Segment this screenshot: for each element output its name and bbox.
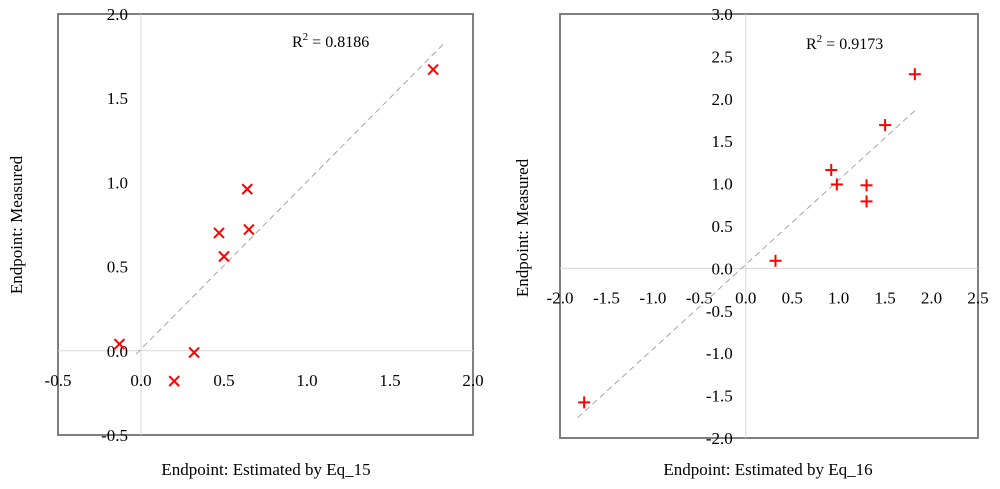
x-tick-label: 1.5 [379, 371, 400, 390]
data-point [860, 179, 873, 192]
x-axis-label-left: Endpoint: Estimated by Eq_15 [161, 460, 370, 479]
r2-annotation-right: R2 = 0.9173 [806, 33, 883, 53]
y-tick-label: -0.5 [101, 426, 128, 445]
data-point [578, 396, 591, 409]
data-point [188, 346, 200, 359]
x-tick-label: 1.5 [874, 288, 895, 307]
x-tick-label: -0.5 [45, 371, 72, 390]
y-tick-label: 1.0 [712, 175, 733, 194]
data-point [825, 164, 838, 177]
y-tick-label: 1.0 [107, 173, 128, 192]
x-tick-label: 0.0 [735, 288, 756, 307]
chart-eq15: -0.5 0.0 0.5 1.0 1.5 2.0 -0.5 0.0 0.5 1.0 1.5 2.0 R… [7, 5, 484, 479]
trendline-right [577, 108, 918, 419]
y-tick-label: 3.0 [712, 5, 733, 24]
y-tick-label: 2.5 [712, 47, 733, 66]
data-point [113, 338, 126, 350]
y-tick-label: 1.5 [107, 89, 128, 108]
y-tick-label: 0.0 [712, 259, 733, 278]
data-point [168, 375, 180, 387]
x-tick-label: 1.0 [828, 288, 849, 307]
data-point [879, 119, 892, 132]
y-tick-label: 2.0 [107, 5, 128, 24]
chart-eq16: -2.0 -1.5 -1.0 -0.5 0.0 0.5 1.0 1.5 2.0 2.5-2.0-1… [513, 5, 989, 479]
y-tick-label: -1.0 [706, 344, 733, 363]
x-tick-label: -0.5 [686, 288, 713, 307]
data-point [908, 68, 921, 81]
y-tick-label: 2.0 [712, 90, 733, 109]
x-tick-label: 2.0 [462, 371, 483, 390]
plot-frame-right [559, 13, 979, 439]
x-tick-label: 0.0 [130, 371, 151, 390]
y-tick-label: 0.5 [107, 258, 128, 277]
data-point [427, 63, 439, 76]
data-point [243, 223, 255, 236]
y-tick-label: -2.0 [706, 429, 733, 448]
data-point [213, 227, 225, 239]
data-point [830, 178, 843, 191]
y-tick-label: 1.5 [712, 132, 733, 151]
x-tick-label: -1.0 [639, 288, 666, 307]
y-tick-label: -0.5 [706, 302, 733, 321]
x-tick-label: -1.5 [593, 288, 620, 307]
y-axis-label-right: Endpoint: Measured [513, 158, 532, 297]
x-axis-label-right: Endpoint: Estimated by Eq_16 [663, 460, 872, 479]
x-tick-label: 2.0 [921, 288, 942, 307]
data-point [860, 195, 873, 208]
x-tick-label: 2.5 [967, 288, 988, 307]
y-tick-label: -1.5 [706, 387, 733, 406]
x-tick-label: 0.5 [782, 288, 803, 307]
r2-annotation-left: R2 = 0.8186 [292, 31, 369, 51]
x-tick-label: 0.5 [213, 371, 234, 390]
trendline-left [135, 43, 444, 355]
y-tick-label: 0.5 [712, 217, 733, 236]
x-tick-label: 1.0 [296, 371, 317, 390]
data-point [241, 183, 253, 195]
data-point [769, 254, 782, 267]
x-tick-label: -2.0 [547, 288, 574, 307]
y-axis-label-left: Endpoint: Measured [7, 155, 26, 294]
data-point [218, 250, 230, 263]
y-tick-label: 0.0 [107, 342, 128, 361]
